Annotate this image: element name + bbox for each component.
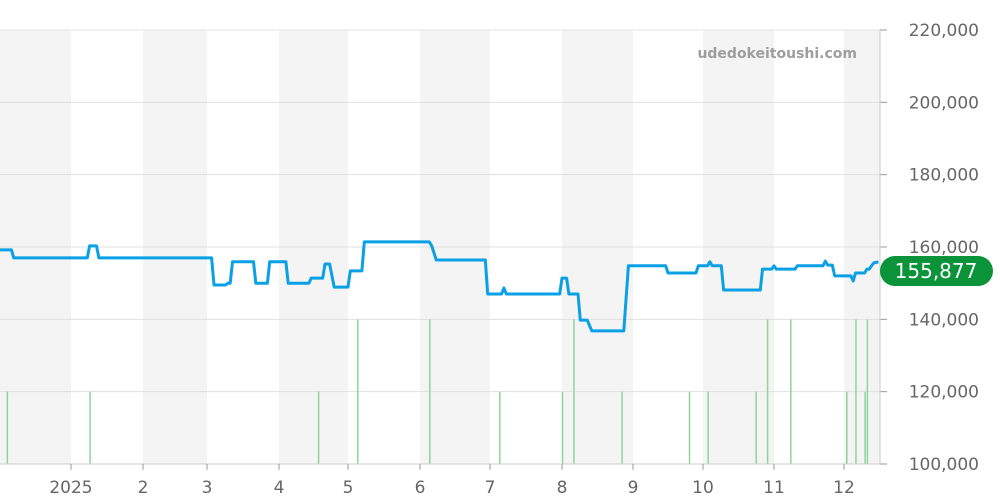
y-tick-label: 160,000 — [909, 238, 979, 258]
watermark: udedokeitoushi.com — [697, 46, 857, 62]
current-value-badge-background — [880, 256, 993, 286]
y-tick-label: 100,000 — [909, 455, 979, 475]
x-tick-label: 2025 — [49, 478, 92, 498]
y-tick-label: 120,000 — [909, 383, 979, 403]
x-tick-label: 5 — [343, 478, 354, 498]
current-value-label: 155,877 — [895, 259, 978, 283]
y-tick-label: 220,000 — [909, 21, 979, 41]
x-tick-label: 10 — [692, 478, 714, 498]
y-tick-label: 140,000 — [909, 310, 979, 330]
current-value-badge: 155,877 — [880, 256, 993, 286]
x-tick-label: 2 — [138, 478, 149, 498]
x-tick-label: 6 — [415, 478, 426, 498]
x-tick-label: 4 — [274, 478, 285, 498]
x-tick-label: 9 — [628, 478, 639, 498]
price-line — [0, 240, 879, 333]
x-tick-label: 8 — [557, 478, 568, 498]
x-tick-label: 11 — [763, 478, 785, 498]
x-tick-label: 3 — [202, 478, 213, 498]
y-tick-label: 200,000 — [909, 93, 979, 113]
y-tick-label: 180,000 — [909, 166, 979, 186]
x-tick-label: 7 — [485, 478, 496, 498]
x-tick-label: 12 — [833, 478, 855, 498]
